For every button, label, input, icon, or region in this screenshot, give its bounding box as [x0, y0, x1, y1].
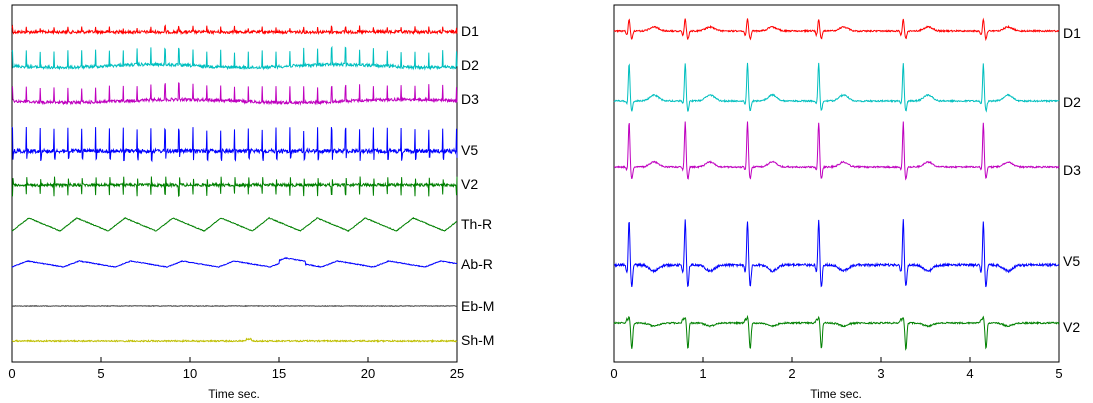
trace-eb-m — [12, 304, 458, 308]
trace-label-d3: D3 — [461, 91, 479, 107]
trace-ab-r — [11, 256, 458, 268]
trace-v5 — [11, 126, 458, 163]
trace-label-d1: D1 — [461, 23, 479, 39]
trace-d1 — [11, 24, 458, 36]
trace-v5 — [613, 219, 1060, 288]
x-tick-label: 25 — [450, 366, 464, 381]
trace-d2 — [11, 45, 458, 71]
right-panel: D1 D2 D3 V5 V2 0 1 2 3 4 5 Time sec. — [610, 4, 1081, 401]
right-traces: D1 D2 D3 V5 V2 — [613, 17, 1081, 351]
trace-v2 — [613, 314, 1060, 351]
trace-label-d2: D2 — [1063, 94, 1081, 110]
x-tick-label: 2 — [788, 366, 795, 381]
trace-label-eb-m: Eb-M — [461, 298, 494, 314]
trace-label-ab-r: Ab-R — [461, 256, 493, 272]
trace-label-sh-m: Sh-M — [461, 332, 494, 348]
x-tick-label: 10 — [183, 366, 197, 381]
x-tick-label: 20 — [361, 366, 375, 381]
trace-label-v5: V5 — [1063, 253, 1080, 269]
left-panel: D1 D2 D3 V5 V2 Th-R Ab-R Eb-M Sh-M 0 5 10 15 20 25 Ti… — [8, 4, 494, 401]
trace-sh-m — [11, 337, 458, 344]
x-tick-label: 15 — [272, 366, 286, 381]
x-tick-label: 1 — [699, 366, 706, 381]
trace-label-d2: D2 — [461, 57, 479, 73]
left-x-ticks: 0 5 10 15 20 25 — [8, 357, 464, 381]
trace-d1 — [613, 17, 1060, 42]
trace-label-d1: D1 — [1063, 25, 1081, 41]
x-tick-label: 3 — [877, 366, 884, 381]
left-traces: D1 D2 D3 V5 V2 Th-R Ab-R Eb-M Sh-M — [11, 23, 494, 348]
x-tick-label: 0 — [610, 366, 617, 381]
trace-d3 — [11, 82, 458, 106]
trace-d2 — [613, 62, 1060, 113]
x-tick-label: 0 — [8, 366, 15, 381]
left-x-axis-label: Time sec. — [208, 387, 260, 401]
trace-label-v2: V2 — [461, 176, 478, 192]
trace-label-v2: V2 — [1063, 319, 1080, 335]
trace-label-v5: V5 — [461, 142, 478, 158]
right-axes-frame — [613, 4, 1060, 363]
x-tick-label: 5 — [97, 366, 104, 381]
right-x-ticks: 0 1 2 3 4 5 — [610, 357, 1063, 381]
x-tick-label: 5 — [1055, 366, 1062, 381]
x-tick-label: 4 — [966, 366, 973, 381]
trace-th-r — [11, 216, 457, 233]
trace-v2 — [11, 176, 458, 198]
trace-d3 — [613, 121, 1060, 181]
right-x-axis-label: Time sec. — [810, 387, 862, 401]
trace-label-d3: D3 — [1063, 162, 1081, 178]
trace-label-th-r: Th-R — [461, 216, 492, 232]
